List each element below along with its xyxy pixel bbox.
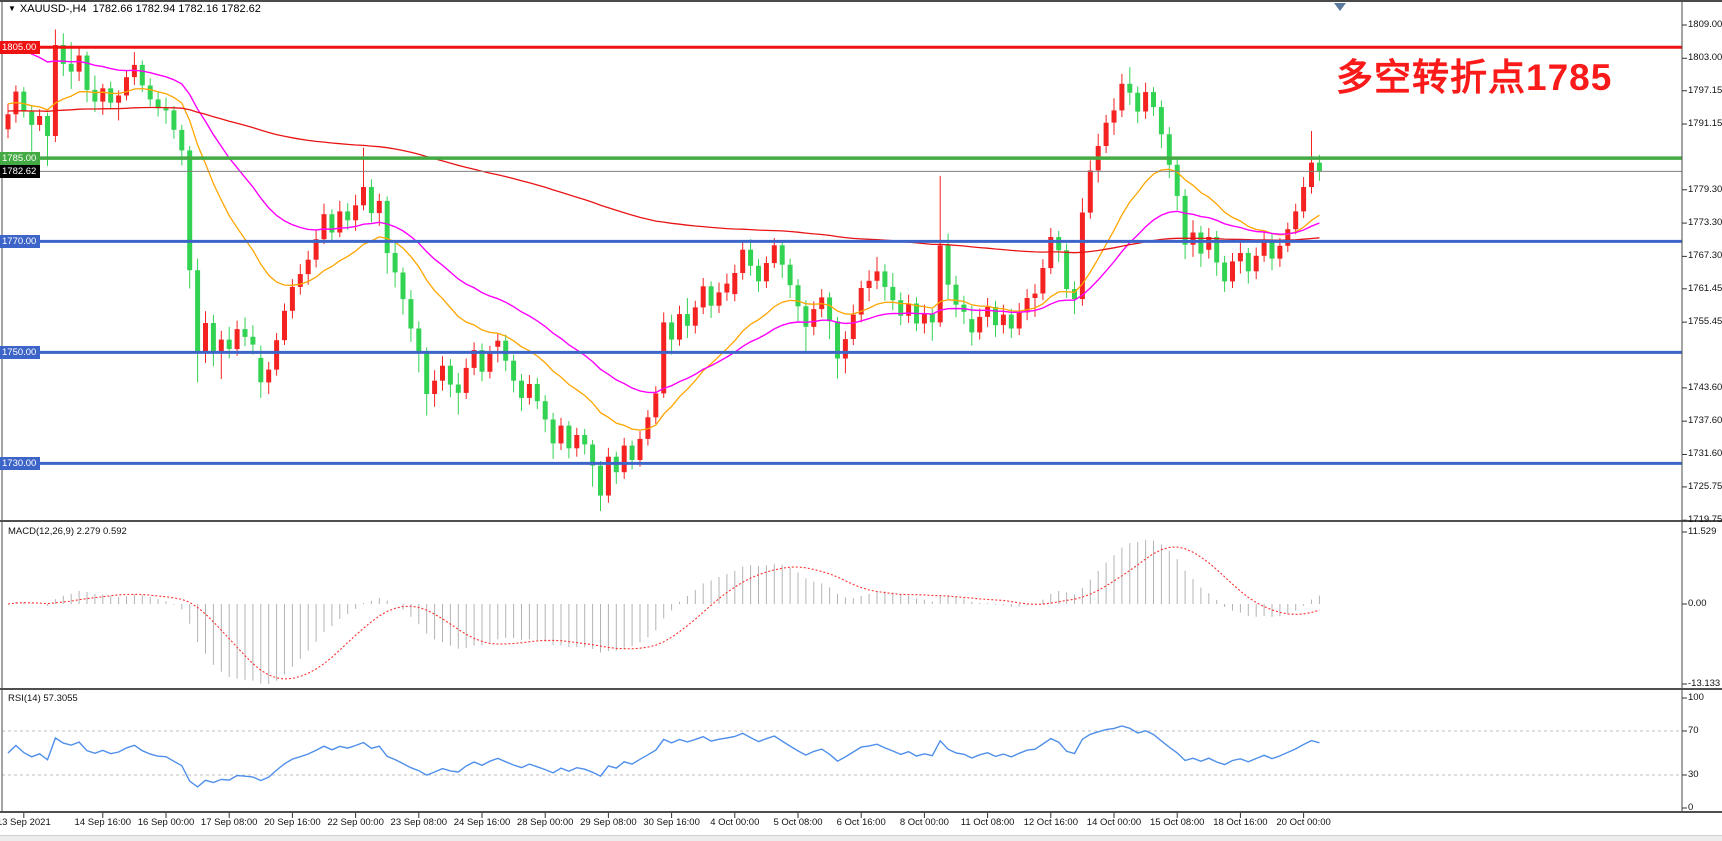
price-axis-tick: 1803.00 [1688, 52, 1722, 64]
price-axis-tick: 1725.75 [1688, 480, 1722, 492]
price-axis-tick: 1809.00 [1688, 19, 1722, 30]
time-axis-label: 30 Sep 16:00 [643, 817, 700, 828]
time-axis-label: 12 Oct 16:00 [1023, 817, 1078, 828]
price-axis-tick: 1779.30 [1688, 183, 1722, 195]
macd-axis-tick: 0.00 [1688, 598, 1707, 609]
price-level-badge: 1805.00 [0, 40, 40, 54]
time-axis-label: 14 Oct 00:00 [1086, 817, 1142, 828]
symbol-timeframe: XAUUSD-,H4 [19, 3, 87, 15]
macd-indicator-label: MACD(12,26,9) 2.279 0.592 [8, 526, 127, 537]
macd-signal-line [7, 546, 1320, 680]
time-axis-label: 18 Oct 16:00 [1213, 817, 1268, 828]
rsi-indicator-label: RSI(14) 57.3055 [8, 693, 78, 704]
annotation-text[interactable]: 多空转折点1785 [1336, 57, 1613, 98]
time-axis-label: 6 Oct 16:00 [836, 817, 886, 828]
price-level-lines[interactable] [2, 45, 1682, 465]
price-axis-tick: 1755.45 [1688, 316, 1722, 328]
price-level-badge: 1770.00 [0, 234, 40, 248]
time-axis-label: 14 Sep 16:00 [74, 817, 132, 828]
time-axis-label: 22 Sep 00:00 [327, 817, 384, 828]
rsi-axis-tick: 30 [1688, 769, 1699, 780]
current-price-badge: 1782.62 [0, 164, 40, 178]
time-axis-label: 24 Sep 16:00 [453, 817, 511, 828]
macd-histogram [15, 540, 1320, 684]
moving-average-fast [7, 87, 1320, 431]
time-axis-label: 20 Oct 00:00 [1276, 817, 1331, 828]
rsi-level-lines [2, 730, 1682, 776]
rsi-axis-tick: 100 [1688, 692, 1704, 703]
axis-tick-marks [23, 24, 1687, 818]
time-axis-label: 23 Sep 08:00 [390, 817, 448, 828]
price-axis-tick: 1797.15 [1688, 84, 1722, 96]
rsi-axis-tick: 0 [1688, 802, 1694, 813]
macd-axis-tick: -13.133 [1688, 678, 1721, 689]
status-strip [0, 835, 1722, 841]
price-axis-tick: 1767.30 [1688, 250, 1722, 262]
price-level-badge: 1785.00 [0, 151, 40, 165]
candlesticks [5, 29, 1322, 512]
pane-borders [0, 0, 1722, 813]
time-axis-label: 17 Sep 08:00 [200, 817, 258, 828]
time-axis-label: 20 Sep 16:00 [264, 817, 321, 828]
time-axis-label: 13 Sep 2021 [0, 817, 51, 828]
price-axis-tick: 1731.60 [1688, 448, 1722, 460]
macd-axis-tick: 11.529 [1688, 526, 1717, 537]
price-axis-tick: 1761.45 [1688, 282, 1722, 294]
chart-title: ▼ XAUUSD-,H4 1782.66 1782.94 1782.16 1782… [8, 3, 261, 15]
price-axis-tick: 1773.30 [1688, 217, 1722, 229]
price-axis-tick: 1737.60 [1688, 415, 1722, 427]
price-axis-tick: 1791.15 [1688, 118, 1722, 130]
ohlc-values: 1782.66 1782.94 1782.16 1782.62 [92, 3, 261, 15]
time-axis-label: 4 Oct 00:00 [710, 817, 760, 828]
rsi-line [7, 725, 1320, 788]
price-level-badge: 1750.00 [0, 345, 40, 359]
time-axis-label: 16 Sep 00:00 [137, 817, 195, 828]
rsi-axis-tick: 70 [1688, 725, 1699, 736]
chart-shift-marker-icon[interactable] [1334, 3, 1346, 11]
time-axis-label: 5 Oct 08:00 [773, 817, 823, 828]
price-level-badge: 1730.00 [0, 456, 40, 470]
time-axis-label: 8 Oct 00:00 [899, 817, 949, 828]
price-axis-tick: 1719.75 [1688, 514, 1722, 526]
time-axis-label: 29 Sep 08:00 [580, 817, 637, 828]
time-axis-label: 15 Oct 08:00 [1149, 817, 1205, 828]
symbol-dropdown-icon[interactable]: ▼ [8, 4, 16, 13]
price-axis-tick: 1743.60 [1688, 381, 1722, 393]
time-axis-label: 11 Oct 08:00 [960, 817, 1015, 828]
time-axis-label: 28 Sep 00:00 [516, 817, 574, 828]
moving-average-mid [7, 42, 1320, 394]
moving-average-slow [7, 106, 1320, 254]
